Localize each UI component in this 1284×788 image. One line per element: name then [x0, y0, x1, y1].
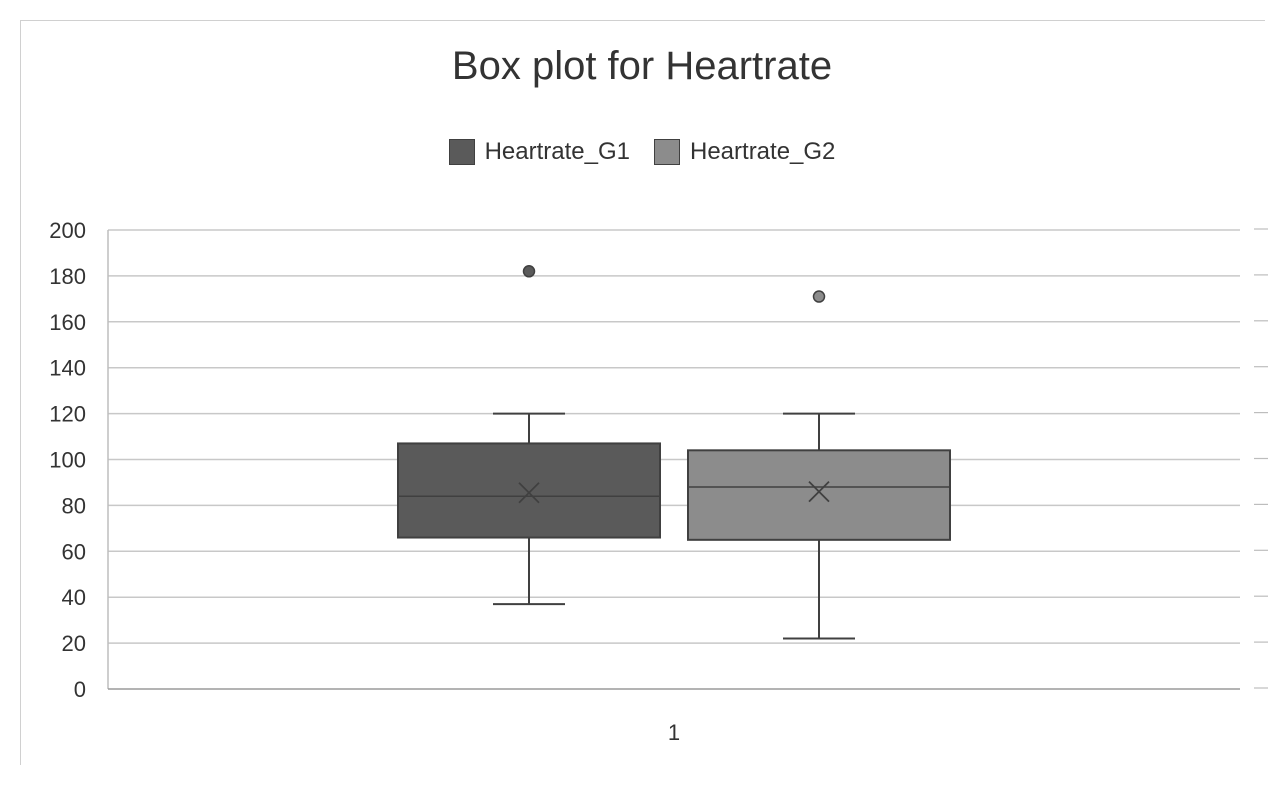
legend-item-g2: Heartrate_G2	[654, 138, 835, 166]
y-tick-label: 200	[49, 218, 86, 243]
legend-label-g1: Heartrate_G1	[484, 138, 630, 165]
y-tick-label: 140	[49, 356, 86, 381]
box	[397, 442, 661, 539]
y-tick-label: 180	[49, 264, 86, 289]
x-tick-label: 1	[668, 720, 680, 745]
mean-marker	[518, 482, 540, 504]
mean-marker	[808, 480, 830, 503]
chart-frame	[20, 20, 1265, 765]
y-tick-label: 40	[62, 585, 86, 610]
y-tick-label: 20	[62, 631, 86, 656]
legend: Heartrate_G1 Heartrate_G2	[0, 138, 1284, 166]
outlier-point	[812, 290, 826, 303]
y-tick-label: 80	[62, 493, 86, 518]
legend-item-g1: Heartrate_G1	[448, 138, 630, 166]
legend-swatch-g2	[654, 139, 680, 165]
outlier-point	[522, 265, 536, 278]
legend-label-g2: Heartrate_G2	[690, 138, 836, 165]
box	[687, 449, 951, 541]
y-tick-label: 100	[49, 448, 86, 473]
y-tick-label: 0	[74, 677, 86, 702]
chart-title: Box plot for Heartrate	[451, 44, 833, 88]
y-tick-label: 160	[49, 310, 86, 335]
y-tick-label: 60	[62, 539, 86, 564]
y-tick-label: 120	[49, 402, 86, 427]
legend-swatch-g1	[448, 139, 475, 165]
